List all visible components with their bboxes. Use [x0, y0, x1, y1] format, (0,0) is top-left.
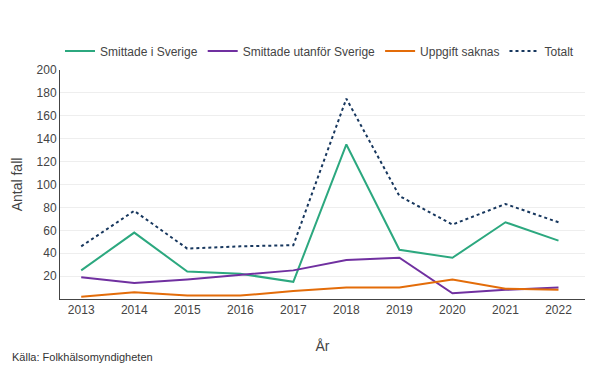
svg-text:Smittade i Sverige: Smittade i Sverige	[100, 45, 198, 59]
svg-text:2018: 2018	[333, 303, 360, 317]
svg-text:Källa: Folkhälsomyndigheten: Källa: Folkhälsomyndigheten	[12, 351, 153, 363]
svg-text:2013: 2013	[68, 303, 95, 317]
svg-text:Totalt: Totalt	[544, 45, 573, 59]
svg-text:120: 120	[37, 155, 57, 169]
svg-text:40: 40	[43, 246, 57, 260]
svg-text:Smittade utanför Sverige: Smittade utanför Sverige	[243, 45, 375, 59]
svg-text:140: 140	[37, 132, 57, 146]
svg-text:2015: 2015	[174, 303, 201, 317]
svg-text:200: 200	[37, 63, 57, 77]
svg-text:80: 80	[43, 201, 57, 215]
svg-text:2017: 2017	[280, 303, 307, 317]
svg-text:2016: 2016	[227, 303, 254, 317]
svg-text:2014: 2014	[121, 303, 148, 317]
svg-text:60: 60	[43, 224, 57, 238]
svg-text:100: 100	[37, 178, 57, 192]
svg-text:180: 180	[37, 86, 57, 100]
svg-text:2019: 2019	[386, 303, 413, 317]
svg-text:2022: 2022	[545, 303, 572, 317]
svg-text:2020: 2020	[439, 303, 466, 317]
svg-text:Uppgift saknas: Uppgift saknas	[420, 45, 499, 59]
svg-text:Antal fall: Antal fall	[9, 158, 25, 212]
svg-text:År: År	[316, 338, 330, 354]
svg-text:2021: 2021	[492, 303, 519, 317]
svg-text:20: 20	[43, 269, 57, 283]
svg-text:160: 160	[37, 109, 57, 123]
